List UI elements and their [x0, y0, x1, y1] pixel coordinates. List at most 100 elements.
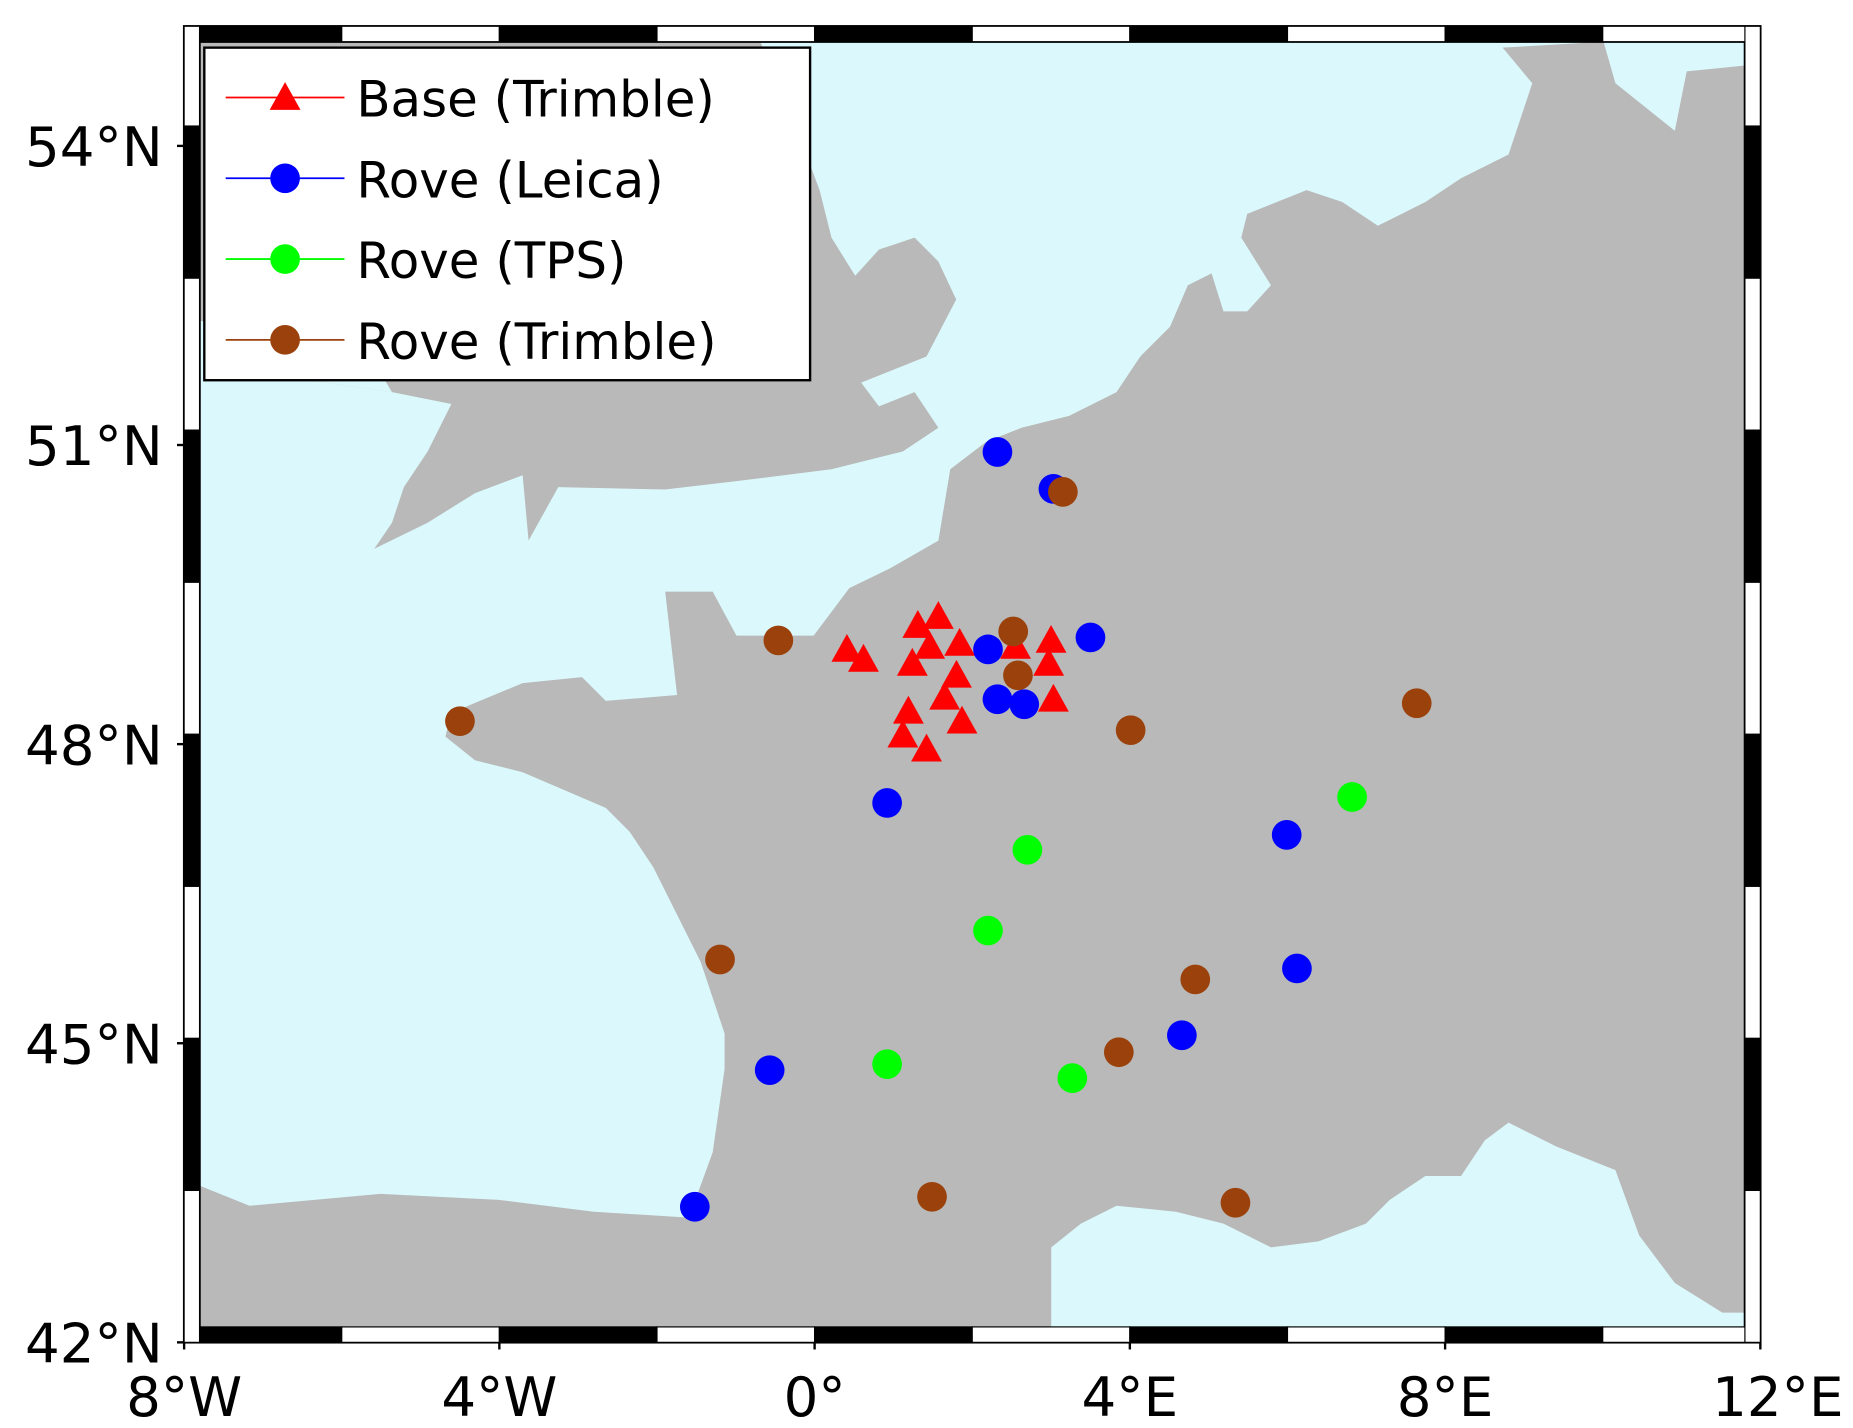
legend-marker: [270, 324, 300, 355]
frame-segment: [183, 733, 201, 887]
frame-segment: [1744, 1189, 1761, 1343]
frame-segment: [183, 125, 201, 279]
frame-segment: [1602, 25, 1761, 43]
frame-segment: [183, 581, 201, 735]
point: [914, 630, 946, 659]
point: [1337, 782, 1367, 812]
point: [922, 601, 954, 629]
point: [973, 915, 1003, 946]
legend-marker: [269, 82, 301, 110]
legend-label: Rove (Trimble): [356, 313, 716, 371]
point: [831, 633, 863, 662]
frame-segment: [814, 1326, 973, 1343]
legend-marker: [270, 163, 300, 194]
x-tick-label: 12°E: [1712, 1365, 1843, 1428]
frame-segment: [183, 1037, 201, 1191]
point: [1282, 953, 1312, 984]
point: [917, 1181, 947, 1212]
frame-segment: [1744, 277, 1761, 431]
point: [1115, 715, 1146, 746]
frame-segment: [971, 1326, 1131, 1343]
frame-segment: [656, 1326, 816, 1343]
continent: [199, 41, 1745, 1329]
point: [872, 788, 902, 818]
frame-segment: [341, 25, 500, 43]
legend-marker: [270, 244, 300, 274]
x-tick-label: 8°W: [126, 1365, 242, 1428]
point: [445, 706, 475, 737]
frame-segment: [814, 25, 973, 43]
frame-segment: [1444, 25, 1604, 43]
frame-segment: [498, 1326, 658, 1343]
point: [1057, 1063, 1088, 1093]
point: [887, 719, 919, 748]
point: [902, 610, 934, 638]
frame-segment: [183, 25, 343, 43]
frame-segment: [1129, 1326, 1289, 1343]
frame-segment: [1744, 581, 1761, 735]
frame-band: [183, 25, 1761, 1343]
frame-segment: [1129, 25, 1289, 43]
frame-segment: [183, 277, 201, 431]
legend-label: Rove (Leica): [356, 151, 663, 209]
frame-segment: [498, 25, 658, 43]
frame-segment: [1286, 25, 1446, 43]
x-tick-label: 8°E: [1397, 1365, 1494, 1428]
legend: Base (Trimble) Rove (Leica) Rove (TPS) Rove…: [203, 46, 812, 382]
point: [1401, 688, 1432, 719]
point: [1103, 1037, 1134, 1068]
frame-segment: [183, 885, 201, 1039]
point: [1271, 820, 1302, 850]
y-tick-label: 54°N: [25, 115, 163, 179]
x-tick-label: 4°E: [1082, 1365, 1179, 1428]
point: [1003, 660, 1033, 691]
y-tick-label: 42°N: [25, 1312, 163, 1376]
frame-segment: [656, 25, 816, 43]
frame-segment: [1602, 1326, 1761, 1343]
legend-label: Base (Trimble): [356, 71, 715, 129]
x-tick-label: 0°: [784, 1365, 846, 1428]
point: [705, 944, 735, 975]
points: [445, 437, 1432, 1222]
frame-segment: [1744, 885, 1761, 1039]
point: [892, 695, 924, 724]
point: [754, 1055, 785, 1086]
y-tick-label: 51°N: [25, 414, 163, 478]
frame-segment: [1744, 125, 1761, 279]
point: [1180, 964, 1211, 995]
point: [848, 643, 879, 672]
point: [1035, 624, 1067, 653]
y-tick-label: 48°N: [25, 713, 163, 777]
point: [1075, 622, 1106, 653]
point: [941, 659, 972, 688]
legend-label: Rove (TPS): [356, 232, 626, 290]
point: [1033, 647, 1065, 676]
frame-segment: [1744, 25, 1761, 127]
y-tick-label: 45°N: [25, 1012, 163, 1076]
point: [1037, 683, 1069, 712]
frame-segment: [1286, 1326, 1446, 1343]
point: [944, 627, 976, 656]
frame-segment: [183, 429, 201, 583]
point: [1167, 1020, 1197, 1051]
ticks: 8°W 4°W 0° 4°E 8°E 12°E 42°N 45°N 48°N 51°N 54°N: [25, 115, 1843, 1428]
point: [929, 681, 961, 710]
point: [1220, 1187, 1251, 1218]
point: [911, 733, 942, 762]
frame-segment: [1744, 429, 1761, 583]
point: [872, 1049, 902, 1080]
point: [982, 684, 1013, 715]
point: [982, 437, 1013, 467]
point: [946, 705, 978, 734]
point: [1048, 477, 1078, 507]
point: [763, 625, 794, 656]
point: [679, 1191, 710, 1222]
frame-segment: [1744, 1037, 1761, 1191]
x-tick-label: 4°W: [441, 1365, 557, 1428]
frame-segment: [183, 25, 201, 127]
point: [1009, 689, 1040, 720]
frame-segment: [341, 1326, 500, 1343]
frame-segment: [183, 1189, 201, 1343]
frame-segment: [1444, 1326, 1604, 1343]
frame-segment: [971, 25, 1131, 43]
